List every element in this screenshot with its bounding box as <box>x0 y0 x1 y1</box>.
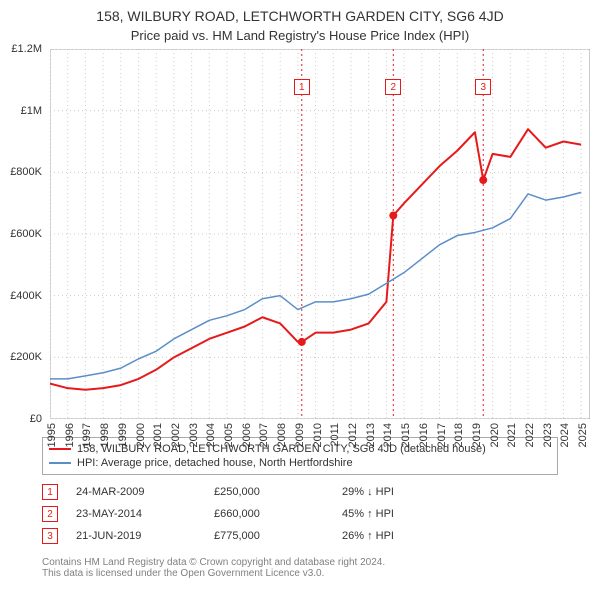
x-tick-label: 2012 <box>347 423 359 447</box>
x-tick-label: 1996 <box>64 423 76 447</box>
x-tick-label: 1999 <box>117 423 129 447</box>
chart-event-marker: 3 <box>475 79 491 95</box>
chart-event-marker: 2 <box>385 79 401 95</box>
event-marker: 1 <box>42 484 58 500</box>
x-tick-label: 2017 <box>436 423 448 447</box>
x-tick-label: 2007 <box>258 423 270 447</box>
x-tick-label: 2009 <box>294 423 306 447</box>
event-price: £660,000 <box>214 508 324 520</box>
y-tick-label: £0 <box>0 413 42 425</box>
events-table: 1 24-MAR-2009 £250,000 29% ↓ HPI 2 23-MAY-201… <box>42 481 558 547</box>
footer-line-2: This data is licensed under the Open Gov… <box>42 568 558 579</box>
x-tick-label: 2024 <box>559 423 571 447</box>
y-tick-label: £1M <box>0 105 42 117</box>
footer-line-1: Contains HM Land Registry data © Crown c… <box>42 557 558 568</box>
event-row: 2 23-MAY-2014 £660,000 45% ↑ HPI <box>42 503 558 525</box>
x-tick-label: 2004 <box>205 423 217 447</box>
event-price: £250,000 <box>214 486 324 498</box>
x-tick-label: 2003 <box>188 423 200 447</box>
x-tick-label: 2010 <box>312 423 324 447</box>
y-tick-label: £1.2M <box>0 43 42 55</box>
x-tick-label: 2021 <box>506 423 518 447</box>
x-tick-label: 1998 <box>99 423 111 447</box>
event-row: 3 21-JUN-2019 £775,000 26% ↑ HPI <box>42 525 558 547</box>
event-row: 1 24-MAR-2009 £250,000 29% ↓ HPI <box>42 481 558 503</box>
x-tick-label: 2008 <box>276 423 288 447</box>
x-tick-label: 2014 <box>382 423 394 447</box>
legend-swatch <box>49 448 71 450</box>
y-tick-label: £400K <box>0 290 42 302</box>
x-tick-label: 2016 <box>418 423 430 447</box>
footer: Contains HM Land Registry data © Crown c… <box>42 557 558 579</box>
x-tick-label: 2013 <box>365 423 377 447</box>
event-marker: 2 <box>42 506 58 522</box>
event-price: £775,000 <box>214 530 324 542</box>
event-date: 24-MAR-2009 <box>76 486 196 498</box>
page-title: 158, WILBURY ROAD, LETCHWORTH GARDEN CIT… <box>0 0 600 24</box>
x-tick-label: 2006 <box>241 423 253 447</box>
x-tick-label: 2019 <box>471 423 483 447</box>
event-diff: 45% ↑ HPI <box>342 508 394 520</box>
event-marker: 3 <box>42 528 58 544</box>
y-tick-label: £600K <box>0 228 42 240</box>
x-tick-label: 2000 <box>135 423 147 447</box>
y-tick-label: £200K <box>0 351 42 363</box>
legend-swatch <box>49 462 71 464</box>
event-diff: 26% ↑ HPI <box>342 530 394 542</box>
event-diff: 29% ↓ HPI <box>342 486 394 498</box>
page-subtitle: Price paid vs. HM Land Registry's House … <box>0 24 600 49</box>
x-tick-label: 1997 <box>81 423 93 447</box>
x-tick-label: 2022 <box>524 423 536 447</box>
event-date: 23-MAY-2014 <box>76 508 196 520</box>
y-tick-label: £800K <box>0 166 42 178</box>
x-tick-label: 2025 <box>577 423 589 447</box>
x-tick-label: 2020 <box>489 423 501 447</box>
chart: £0£200K£400K£600K£800K£1M£1.2M1995199619… <box>50 49 590 419</box>
x-tick-label: 2001 <box>152 423 164 447</box>
x-tick-label: 2005 <box>223 423 235 447</box>
chart-svg <box>50 49 590 419</box>
x-tick-label: 2018 <box>453 423 465 447</box>
x-tick-label: 2002 <box>170 423 182 447</box>
event-date: 21-JUN-2019 <box>76 530 196 542</box>
x-tick-label: 1995 <box>46 423 58 447</box>
legend-item: HPI: Average price, detached house, Nort… <box>49 456 551 470</box>
x-tick-label: 2023 <box>542 423 554 447</box>
chart-event-marker: 1 <box>294 79 310 95</box>
x-tick-label: 2011 <box>329 423 341 447</box>
legend-label: HPI: Average price, detached house, Nort… <box>77 457 353 469</box>
x-tick-label: 2015 <box>400 423 412 447</box>
